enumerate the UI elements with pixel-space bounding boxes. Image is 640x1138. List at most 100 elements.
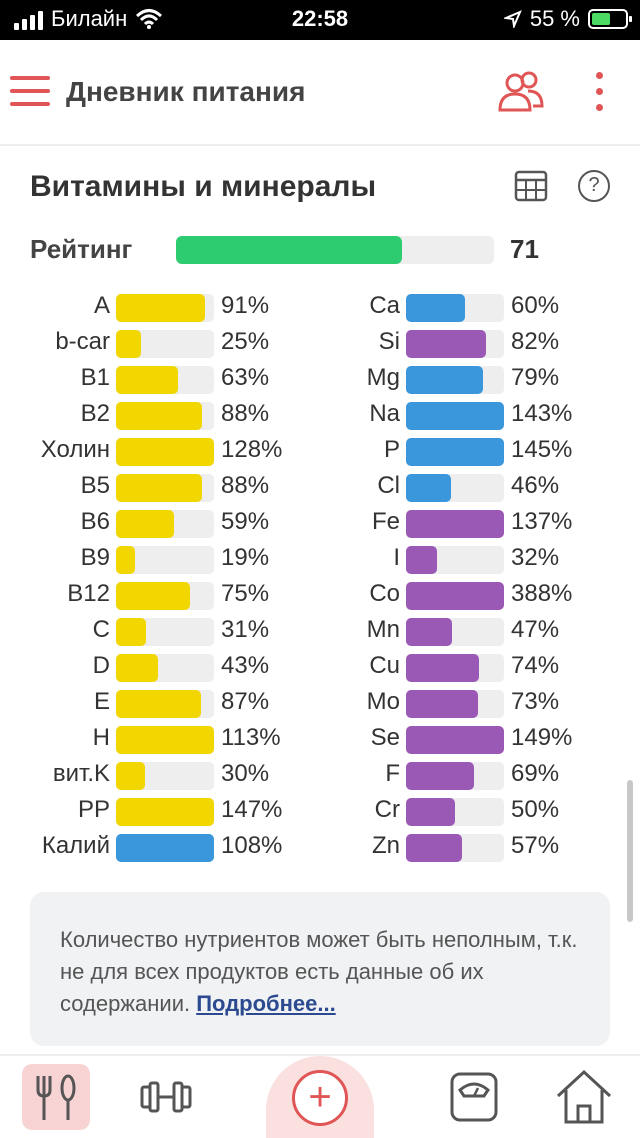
nutrient-percent: 108%	[221, 832, 283, 859]
nutrient-bar	[406, 834, 504, 862]
nutrient-bar	[116, 546, 214, 574]
nutrient-bar-fill	[406, 726, 504, 754]
nutrient-bar-fill	[116, 366, 178, 394]
nutrient-bar	[406, 294, 504, 322]
nutrient-row: D 43%	[0, 650, 300, 686]
nutrient-bar-fill	[406, 438, 504, 466]
users-icon[interactable]	[498, 70, 544, 112]
nutrient-percent: 73%	[511, 688, 560, 715]
nutrient-row: Холин 128%	[0, 434, 300, 470]
nutrient-bar-fill	[116, 402, 203, 430]
more-options-icon[interactable]	[590, 72, 610, 112]
minerals-column: Ca 60% Si 82% Mg 79% Na 143% P 145% Cl 46% Fe 137% I 32…	[300, 290, 640, 866]
nutrient-percent: 60%	[511, 292, 560, 319]
nutrient-bar	[406, 726, 504, 754]
nutrient-bar	[116, 438, 214, 466]
nutrient-bar-fill	[116, 762, 146, 790]
nutrient-name: F	[385, 760, 400, 787]
nutrient-percent: 59%	[221, 508, 270, 535]
nutrient-row: Ca 60%	[300, 290, 640, 326]
nutrient-percent: 30%	[221, 760, 270, 787]
nutrient-bar-fill	[406, 402, 504, 430]
more-link[interactable]: Подробнее...	[196, 991, 336, 1016]
nutrient-name: C	[92, 616, 110, 643]
nutrient-percent: 137%	[511, 508, 573, 535]
nutrient-row: Si 82%	[300, 326, 640, 362]
nutrient-name: Cr	[374, 796, 400, 823]
nutrient-bar	[116, 294, 214, 322]
nutrient-bar-fill	[116, 474, 203, 502]
nutrient-bar-fill	[406, 294, 465, 322]
nutrient-name: Mo	[366, 688, 400, 715]
nutrient-row: H 113%	[0, 722, 300, 758]
nutrient-percent: 149%	[511, 724, 573, 751]
help-icon[interactable]: ?	[578, 170, 610, 202]
nutrient-bar-fill	[406, 618, 453, 646]
info-notice: Количество нутриентов может быть неполны…	[30, 892, 610, 1046]
nutrient-bar	[406, 402, 504, 430]
nutrient-row: C 31%	[0, 614, 300, 650]
table-icon[interactable]	[514, 170, 548, 202]
rating-value: 71	[510, 234, 539, 264]
nutrient-row: Mo 73%	[300, 686, 640, 722]
nutrient-bar	[116, 402, 214, 430]
nutrient-name: D	[92, 652, 110, 679]
nutrient-percent: 47%	[511, 616, 560, 643]
carrier-name: Билайн	[51, 6, 128, 31]
nutrient-percent: 145%	[511, 436, 573, 463]
nutrient-percent: 57%	[511, 832, 560, 859]
nutrient-name: Cl	[377, 472, 400, 499]
nutrient-percent: 147%	[221, 796, 283, 823]
nutrient-percent: 32%	[511, 544, 560, 571]
nutrient-row: B12 75%	[0, 578, 300, 614]
nutrient-row: B6 59%	[0, 506, 300, 542]
nutrient-row: Калий 108%	[0, 830, 300, 866]
nutrient-name: Холин	[40, 436, 110, 463]
nutrient-percent: 88%	[221, 400, 270, 427]
nutrient-bar	[406, 654, 504, 682]
nutrient-row: Zn 57%	[300, 830, 640, 866]
nutrient-row: Fe 137%	[300, 506, 640, 542]
nutrient-bar	[116, 834, 214, 862]
nutrient-bar-fill	[406, 690, 478, 718]
dumbbell-icon[interactable]	[132, 1064, 200, 1130]
scrollbar[interactable]	[627, 780, 633, 922]
nutrient-bar	[406, 438, 504, 466]
nutrient-bar-fill	[116, 546, 135, 574]
nutrient-bar	[406, 474, 504, 502]
nutrient-row: I 32%	[300, 542, 640, 578]
nutrient-row: B2 88%	[0, 398, 300, 434]
home-icon[interactable]	[550, 1064, 618, 1130]
nutrient-bar	[116, 762, 214, 790]
rating-bar	[176, 236, 494, 264]
menu-icon[interactable]	[10, 76, 50, 108]
nutrient-percent: 46%	[511, 472, 560, 499]
nutrient-percent: 63%	[221, 364, 270, 391]
nutrient-bar-fill	[406, 762, 474, 790]
nutrient-row: B5 88%	[0, 470, 300, 506]
nutrient-bar-fill	[406, 546, 438, 574]
nutrient-bar-fill	[406, 510, 504, 538]
nutrient-name: B5	[80, 472, 110, 499]
battery-icon	[588, 9, 632, 29]
nutrient-bar	[116, 510, 214, 538]
plus-circle-icon[interactable]: +	[292, 1070, 348, 1126]
nutrient-percent: 87%	[221, 688, 270, 715]
nutrient-bar	[406, 366, 504, 394]
rating-bar-fill	[176, 236, 402, 264]
nutrient-name: Zn	[371, 832, 400, 859]
nutrient-name: Калий	[41, 832, 110, 859]
nutrient-bar-fill	[406, 798, 455, 826]
nutrient-bar-fill	[116, 330, 141, 358]
nutrient-percent: 388%	[511, 580, 573, 607]
fork-spoon-icon[interactable]	[22, 1064, 90, 1130]
nutrient-name: Co	[369, 580, 400, 607]
nutrient-row: b-car 25%	[0, 326, 300, 362]
nutrient-bar	[116, 690, 214, 718]
scale-icon[interactable]	[440, 1064, 508, 1130]
nutrient-row: Cu 74%	[300, 650, 640, 686]
status-left: Билайн	[14, 6, 163, 32]
nutrient-name: Se	[370, 724, 400, 751]
nutrient-percent: 50%	[511, 796, 560, 823]
nutrient-bar	[406, 330, 504, 358]
